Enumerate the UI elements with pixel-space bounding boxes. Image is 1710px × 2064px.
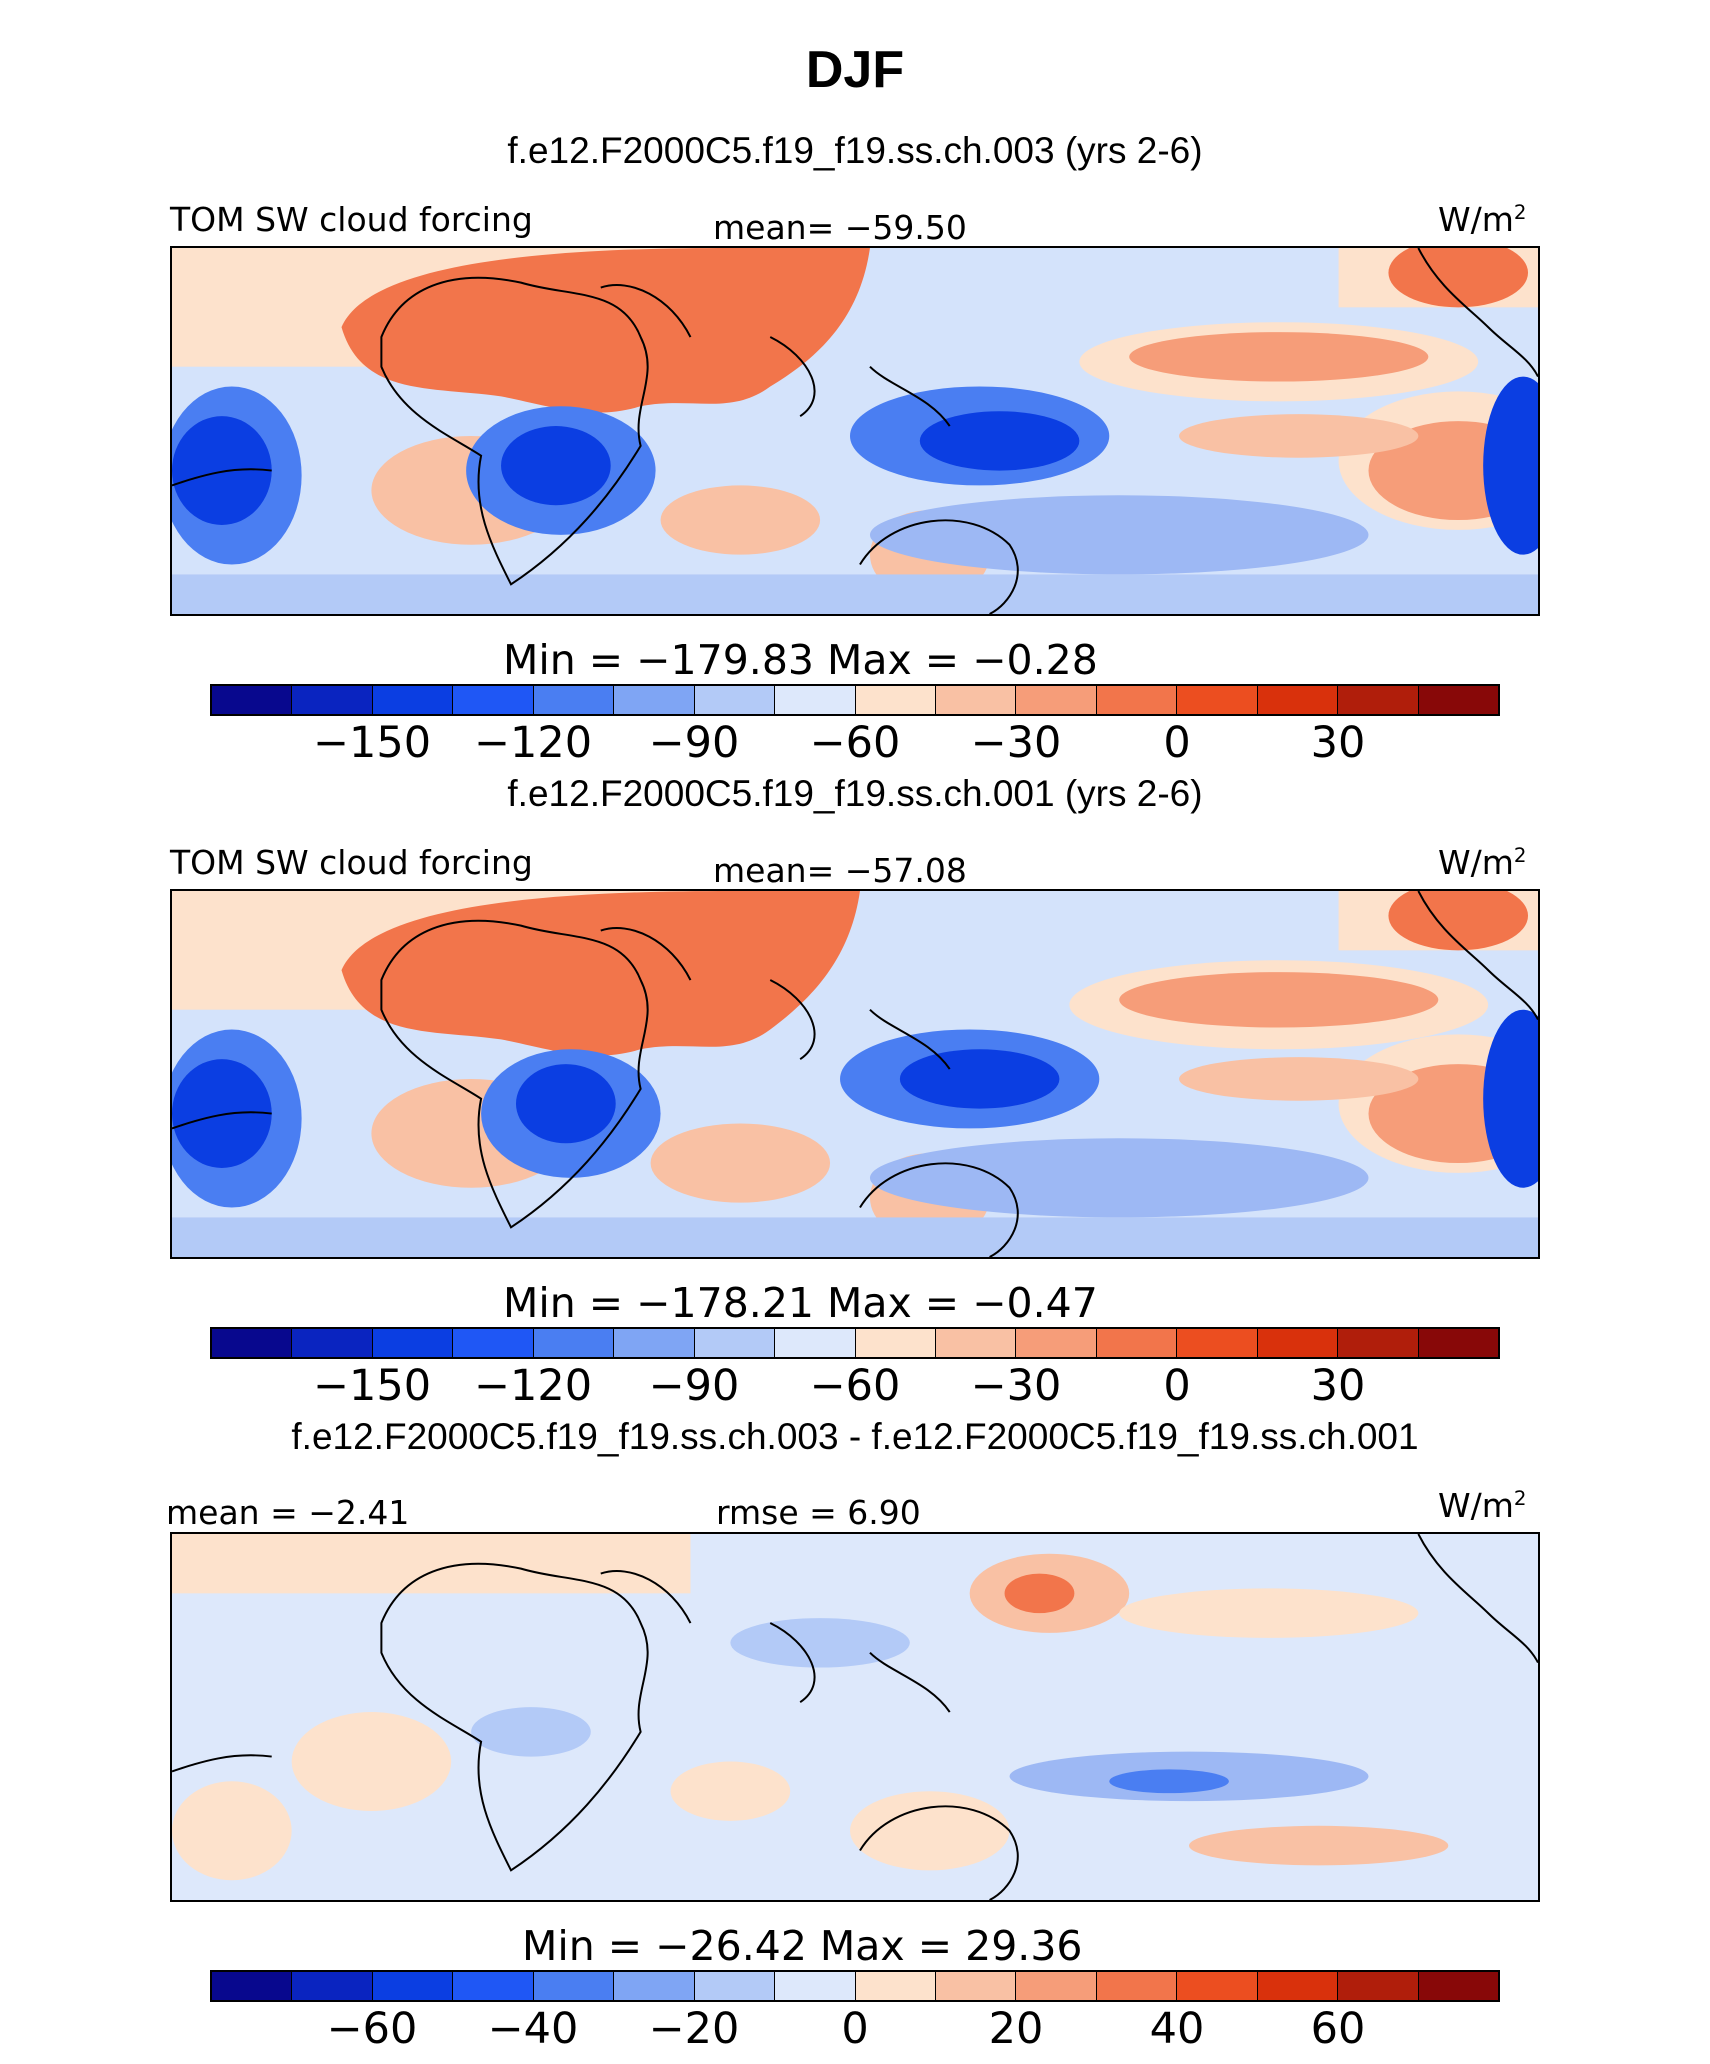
colorbar-swatch bbox=[1257, 1329, 1339, 1357]
panel-1-tick: −120 bbox=[473, 718, 593, 768]
panel-3-minmax: Min = −26.42 Max = 29.36 bbox=[522, 1922, 1083, 1970]
panel-1-tick: −30 bbox=[970, 718, 1062, 768]
panel-3-rmse-label: rmse = 6.90 bbox=[716, 1493, 921, 1532]
panel-2-negative-regions bbox=[172, 1009, 1538, 1257]
panel-2-tick: 0 bbox=[1163, 1361, 1191, 1411]
colorbar-swatch bbox=[1096, 1329, 1178, 1357]
colorbar-swatch bbox=[1418, 1972, 1498, 2000]
colorbar-swatch bbox=[1016, 686, 1097, 714]
colorbar-swatch bbox=[1257, 1972, 1339, 2000]
colorbar-swatch bbox=[372, 686, 454, 714]
colorbar-swatch bbox=[614, 1972, 695, 2000]
panel-1-tick: −150 bbox=[312, 718, 432, 768]
colorbar-swatch bbox=[1418, 1329, 1498, 1357]
colorbar-swatch bbox=[855, 686, 936, 714]
panel-2-minmax: Min = −178.21 Max = −0.47 bbox=[503, 1279, 1098, 1327]
panel-3-tick: −60 bbox=[326, 2004, 418, 2054]
panel-3-mean-label: mean = −2.41 bbox=[166, 1493, 410, 1532]
panel-1-colorbar bbox=[210, 684, 1500, 716]
panel-2-units-label: W/m2 bbox=[1438, 843, 1527, 882]
panel-1-subtitle: f.e12.F2000C5.f19_f19.ss.ch.003 (yrs 2-6… bbox=[507, 130, 1203, 171]
colorbar-swatch bbox=[855, 1972, 936, 2000]
panel-2-tick: −120 bbox=[473, 1361, 593, 1411]
colorbar-swatch bbox=[1177, 1329, 1258, 1357]
colorbar-swatch bbox=[855, 1329, 936, 1357]
panel-1-tick: −60 bbox=[809, 718, 901, 768]
colorbar-swatch bbox=[694, 1972, 776, 2000]
colorbar-swatch bbox=[1177, 686, 1258, 714]
panel-1-mean-label: mean= −59.50 bbox=[713, 208, 967, 247]
colorbar-swatch bbox=[935, 686, 1017, 714]
panel-2-tick: −150 bbox=[312, 1361, 432, 1411]
panel-2-mean-label: mean= −57.08 bbox=[713, 851, 967, 890]
panel-1-units-label: W/m2 bbox=[1438, 200, 1527, 239]
panel-1-coastlines bbox=[172, 248, 1538, 614]
colorbar-swatch bbox=[935, 1972, 1017, 2000]
panel-3-tick: 40 bbox=[1149, 2004, 1205, 2054]
colorbar-swatch bbox=[1096, 1972, 1178, 2000]
panel-2-coastlines bbox=[172, 891, 1538, 1257]
colorbar-swatch bbox=[533, 686, 615, 714]
colorbar-swatch bbox=[614, 686, 695, 714]
panel-2-colorbar bbox=[210, 1327, 1500, 1359]
panel-3-coastlines bbox=[172, 1534, 1538, 1900]
colorbar-swatch bbox=[453, 686, 534, 714]
panel-3-negative-regions bbox=[471, 1618, 1369, 1802]
colorbar-swatch bbox=[292, 1972, 373, 2000]
panel-3-tick: 20 bbox=[988, 2004, 1044, 2054]
panel-1-minmax: Min = −179.83 Max = −0.28 bbox=[503, 636, 1098, 684]
colorbar-swatch bbox=[775, 1329, 856, 1357]
colorbar-swatch bbox=[1257, 686, 1339, 714]
colorbar-swatch bbox=[212, 686, 293, 714]
panel-3-subtitle: f.e12.F2000C5.f19_f19.ss.ch.003 - f.e12.… bbox=[291, 1416, 1419, 1457]
panel-3-tick: −40 bbox=[487, 2004, 579, 2054]
panel-2-tick: −60 bbox=[809, 1361, 901, 1411]
panel-3-map bbox=[170, 1532, 1540, 1902]
colorbar-swatch bbox=[533, 1972, 615, 2000]
colorbar-swatch bbox=[775, 1972, 856, 2000]
panel-1-variable-label: TOM SW cloud forcing bbox=[170, 200, 533, 239]
panel-3-units-label: W/m2 bbox=[1438, 1486, 1527, 1525]
panel-3-colorbar bbox=[210, 1970, 1500, 2002]
panel-1-tick: −90 bbox=[648, 718, 740, 768]
figure-title: DJF bbox=[805, 41, 905, 99]
panel-3-tick: 60 bbox=[1310, 2004, 1366, 2054]
panel-2-variable-label: TOM SW cloud forcing bbox=[170, 843, 533, 882]
panel-2-tick: −30 bbox=[970, 1361, 1062, 1411]
colorbar-swatch bbox=[453, 1329, 534, 1357]
colorbar-swatch bbox=[1016, 1329, 1097, 1357]
colorbar-swatch bbox=[614, 1329, 695, 1357]
colorbar-swatch bbox=[935, 1329, 1017, 1357]
panel-1-tick: 30 bbox=[1310, 718, 1366, 768]
colorbar-swatch bbox=[1338, 1972, 1419, 2000]
panel-3-positive-regions bbox=[172, 1534, 1449, 1881]
panel-2-subtitle: f.e12.F2000C5.f19_f19.ss.ch.001 (yrs 2-6… bbox=[507, 773, 1203, 814]
colorbar-swatch bbox=[1096, 686, 1178, 714]
panel-2-tick: 30 bbox=[1310, 1361, 1366, 1411]
colorbar-swatch bbox=[212, 1329, 293, 1357]
panel-1-negative-regions bbox=[172, 376, 1538, 614]
colorbar-swatch bbox=[212, 1972, 293, 2000]
colorbar-swatch bbox=[1016, 1972, 1097, 2000]
panel-2-tick: −90 bbox=[648, 1361, 740, 1411]
colorbar-swatch bbox=[694, 1329, 776, 1357]
colorbar-swatch bbox=[1177, 1972, 1258, 2000]
panel-1-map bbox=[170, 246, 1540, 616]
colorbar-swatch bbox=[533, 1329, 615, 1357]
panel-3-tick: −20 bbox=[648, 2004, 740, 2054]
colorbar-swatch bbox=[694, 686, 776, 714]
colorbar-swatch bbox=[292, 1329, 373, 1357]
colorbar-swatch bbox=[775, 686, 856, 714]
panel-3-tick: 0 bbox=[841, 2004, 869, 2054]
panel-2-map bbox=[170, 889, 1540, 1259]
panel-1-tick: 0 bbox=[1163, 718, 1191, 768]
colorbar-swatch bbox=[372, 1329, 454, 1357]
colorbar-swatch bbox=[1338, 686, 1419, 714]
colorbar-swatch bbox=[453, 1972, 534, 2000]
colorbar-swatch bbox=[1338, 1329, 1419, 1357]
colorbar-swatch bbox=[372, 1972, 454, 2000]
colorbar-swatch bbox=[292, 686, 373, 714]
colorbar-swatch bbox=[1418, 686, 1498, 714]
